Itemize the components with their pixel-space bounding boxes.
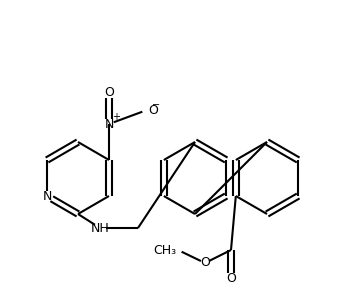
Text: N: N — [42, 190, 52, 203]
Text: +: + — [112, 112, 120, 122]
Text: NH: NH — [91, 221, 109, 235]
Text: N: N — [104, 117, 114, 131]
Text: O: O — [148, 103, 158, 117]
Text: −: − — [152, 100, 160, 110]
Text: O: O — [226, 271, 236, 285]
Text: CH₃: CH₃ — [153, 243, 176, 257]
Text: O: O — [200, 257, 210, 269]
Text: O: O — [104, 86, 114, 100]
